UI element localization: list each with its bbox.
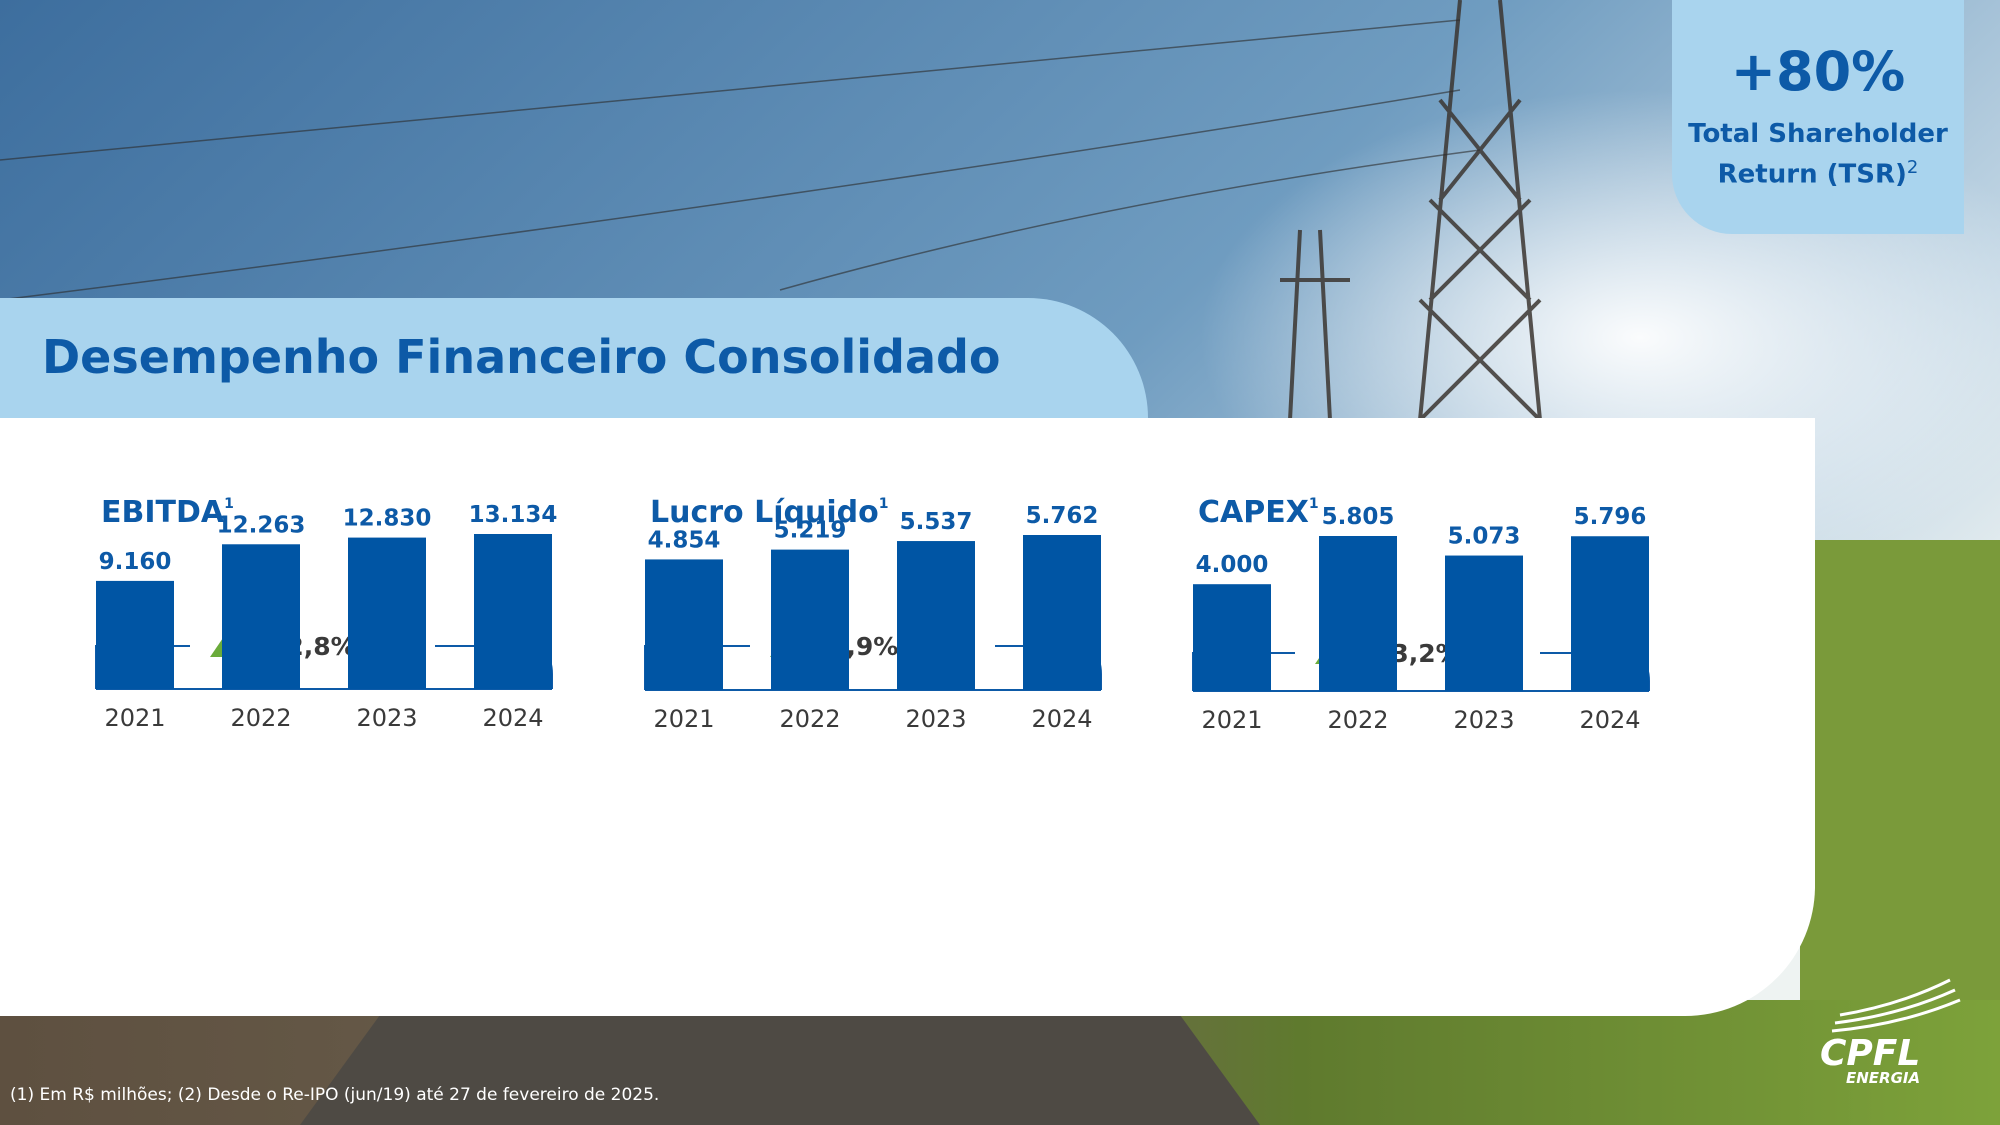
svg-text:ENERGIA: ENERGIA (1846, 1069, 1920, 1087)
bar (1319, 536, 1397, 691)
category-label: 2022 (230, 704, 291, 732)
chart-title: Lucro Líquido1 (650, 495, 888, 530)
data-label: 12.830 (343, 506, 432, 532)
data-label: 5.805 (1322, 504, 1395, 530)
category-label: 2024 (482, 704, 543, 732)
data-label: 12.263 (217, 512, 306, 538)
page-title: Desempenho Financeiro Consolidado (42, 330, 1001, 384)
category-label: 2024 (1579, 706, 1640, 734)
data-label: 5.073 (1448, 524, 1521, 550)
bar (348, 537, 426, 689)
bar (96, 580, 174, 689)
chart-2: CAPEX1+13,2% a.a.4.00020215.80520225.073… (1192, 495, 1650, 734)
title-band (0, 298, 1148, 418)
category-label: 2023 (1453, 706, 1514, 734)
chart-title: CAPEX1 (1198, 495, 1319, 530)
data-label: 13.134 (469, 502, 558, 528)
category-label: 2021 (104, 704, 165, 732)
chart-0: EBITDA1+12,8% a.a.9.160202112.263202212.… (95, 495, 558, 732)
bar (645, 559, 723, 690)
category-label: 2022 (779, 705, 840, 733)
data-label: 5.796 (1574, 504, 1647, 530)
data-label: 5.762 (1026, 503, 1099, 529)
category-label: 2022 (1327, 706, 1388, 734)
data-label: 5.219 (774, 518, 847, 544)
tsr-label-line1: Total Shareholder (1688, 119, 1948, 149)
cpfl-logo: CPFL ENERGIA (1820, 978, 1961, 1087)
data-label: 4.000 (1196, 552, 1269, 578)
bar (474, 534, 552, 689)
data-label: 4.854 (648, 527, 721, 553)
category-label: 2023 (905, 705, 966, 733)
content-panel (0, 418, 1815, 1016)
tsr-callout: +80% Total Shareholder Return (TSR)2 (1672, 0, 1964, 234)
category-label: 2024 (1031, 705, 1092, 733)
bar (1571, 536, 1649, 691)
bar (1023, 535, 1101, 690)
bar (897, 541, 975, 690)
charts-area: EBITDA1+12,8% a.a.9.160202112.263202212.… (95, 495, 1650, 734)
data-label: 9.160 (99, 549, 172, 575)
chart-1: Lucro Líquido1+5,9% a.a.4.85420215.21920… (644, 495, 1102, 733)
bar (222, 544, 300, 689)
chart-title: EBITDA1 (101, 495, 234, 530)
tsr-label-line2: Return (TSR) (1717, 159, 1907, 190)
data-label: 5.537 (900, 509, 973, 535)
tsr-label-sup: 2 (1906, 157, 1919, 178)
svg-text:CPFL: CPFL (1820, 1033, 1920, 1074)
category-label: 2023 (356, 704, 417, 732)
tsr-label: Total Shareholder Return (TSR)2 (1672, 117, 1964, 192)
tsr-value: +80% (1730, 40, 1906, 103)
bar (1445, 555, 1523, 691)
bar (771, 549, 849, 690)
category-label: 2021 (1201, 706, 1262, 734)
category-label: 2021 (653, 705, 714, 733)
footnote: (1) Em R$ milhões; (2) Desde o Re-IPO (j… (10, 1085, 660, 1105)
bar (1193, 584, 1271, 691)
